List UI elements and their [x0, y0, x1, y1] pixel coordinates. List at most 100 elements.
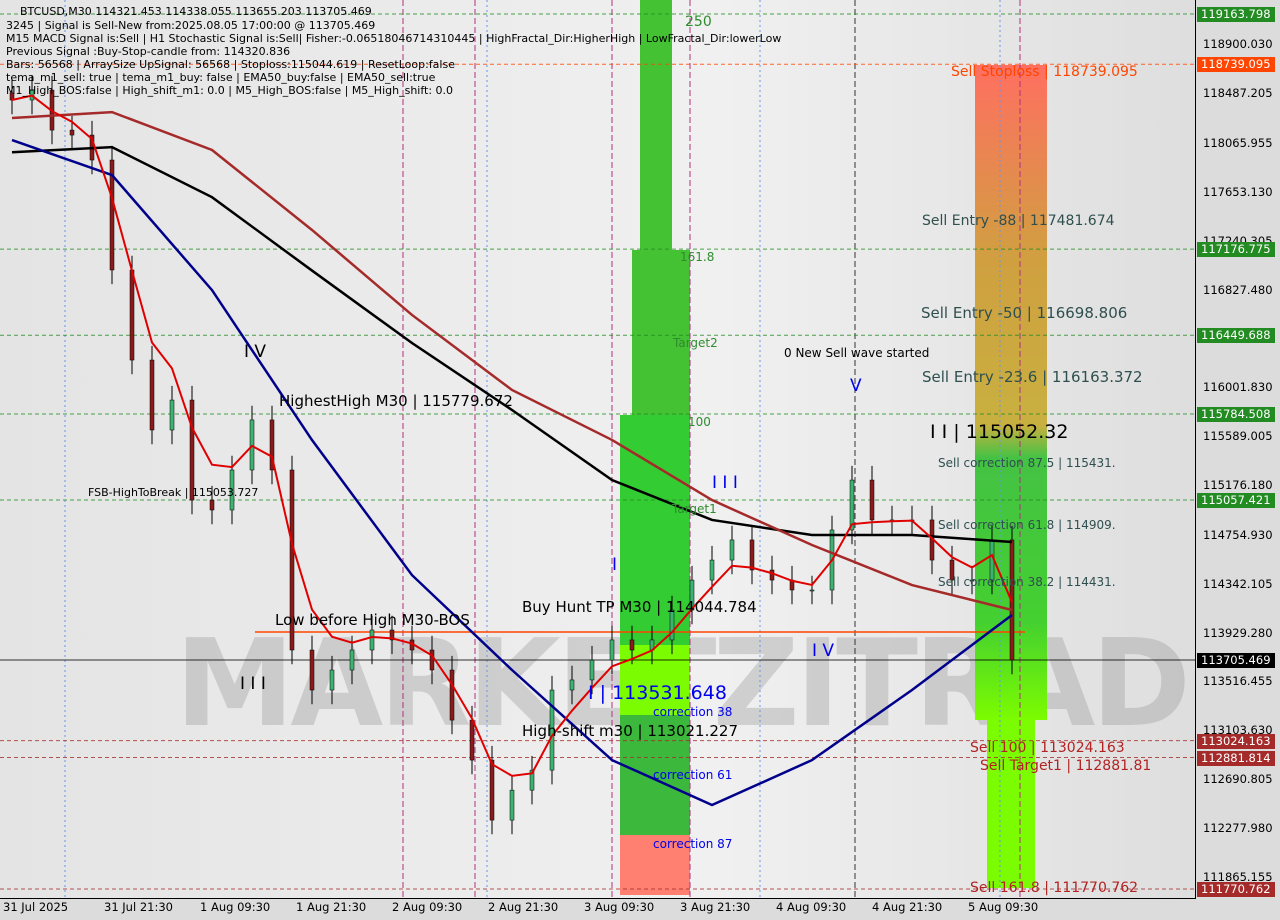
fib-250-label: 250: [685, 14, 712, 30]
candle-body: [589, 659, 595, 681]
candle-body: [849, 479, 855, 531]
high-shift-label: High-shift m30 | 113021.227: [522, 722, 738, 740]
candle-body: [189, 399, 195, 501]
price-tick: 117653.130: [1203, 184, 1273, 199]
price-tick: 115589.005: [1203, 429, 1273, 444]
price-tick: 111865.155: [1203, 869, 1273, 884]
candle-body: [709, 559, 715, 581]
buy-zone-lower: [620, 715, 690, 835]
correction-38-label: correction 38: [653, 705, 733, 719]
price-level-badge: 117176.775: [1197, 242, 1275, 258]
correction-87-label: correction 87: [653, 837, 733, 851]
candle-body: [129, 269, 135, 361]
info-line: M1_High_BOS:false | High_shift_m1: 0.0 |…: [6, 84, 454, 97]
candle-body: [429, 649, 435, 671]
moving-average-line: [11, 110, 1013, 612]
candle-body: [169, 399, 175, 431]
buy-zone-upper: [620, 415, 690, 645]
target-zone-161: [632, 250, 690, 415]
candle-body: [209, 499, 215, 511]
low-before-high-label: Low before High M30-BOS: [275, 611, 470, 629]
time-tick: 4 Aug 09:30: [776, 900, 847, 914]
fib-100-label: 100: [688, 415, 711, 429]
price-level-badge: 115057.421: [1197, 493, 1275, 508]
price-level-badge: 116449.688: [1197, 328, 1275, 344]
info-line: 3245 | Signal is Sell-New from:2025.08.0…: [6, 19, 376, 32]
wave-i-price-label: I | 113531.648: [588, 682, 727, 704]
price-level-badge: 115784.508: [1197, 406, 1275, 422]
fast-ema-line: [11, 94, 1013, 777]
candle-body: [469, 719, 475, 761]
candle-body: [669, 609, 675, 641]
price-tick: 116001.830: [1203, 380, 1273, 395]
chart-area[interactable]: MARKETZITRADE BTCUSD,M30 114321.453 1143…: [0, 0, 1196, 899]
sell-entry-23-label: Sell Entry -23.6 | 116163.372: [922, 368, 1143, 386]
sell-target1-label: Sell Target1 | 112881.81: [980, 758, 1152, 774]
time-tick: 2 Aug 09:30: [392, 900, 463, 914]
sell-161-label: Sell 161.8 | 111770.762: [970, 880, 1139, 896]
price-level-badge: 113024.163: [1197, 733, 1275, 749]
time-tick: 1 Aug 21:30: [296, 900, 367, 914]
candle-body: [109, 159, 115, 271]
target2-label: Target2: [673, 336, 718, 350]
price-tick: 116827.480: [1203, 282, 1273, 297]
sell-100-label: Sell 100 | 113024.163: [970, 740, 1125, 756]
sell-stoploss-label: Sell Stoploss | 118739.095: [951, 64, 1138, 80]
candle-body: [509, 789, 515, 821]
time-tick: 3 Aug 09:30: [584, 900, 655, 914]
price-tick: 113929.280: [1203, 625, 1273, 640]
candle-body: [609, 639, 615, 661]
fib-161-label: 161.8: [680, 250, 715, 264]
wave-i-label: I: [612, 555, 618, 575]
candle-body: [969, 579, 975, 582]
sell-entry-88-label: Sell Entry -88 | 117481.674: [922, 213, 1115, 229]
candle-body: [569, 679, 575, 691]
candle-body: [729, 539, 735, 561]
sell-entry-50-label: Sell Entry -50 | 116698.806: [921, 304, 1128, 322]
candle-body: [309, 649, 315, 691]
fsb-label: FSB-HighToBreak | 115053.727: [88, 486, 259, 499]
sell-correction-618-label: Sell correction 61.8 | 114909.: [938, 518, 1116, 532]
correction-61-label: correction 61: [653, 768, 733, 782]
price-level-badge: 111770.762: [1197, 882, 1275, 897]
price-tick: 115176.180: [1203, 477, 1273, 492]
target1-label: Target1: [672, 502, 717, 516]
price-level-badge: 118739.095: [1197, 57, 1275, 73]
candle-body: [229, 469, 235, 511]
buy-hunt-tp-label: Buy Hunt TP M30 | 114044.784: [522, 598, 757, 616]
symbol-line: BTCUSD,M30 114321.453 114338.055 113655.…: [20, 5, 372, 18]
price-tick: 114342.105: [1203, 576, 1273, 591]
wave-v-label: V: [850, 376, 862, 396]
candle-body: [629, 639, 635, 651]
price-level-badge: 113705.469: [1197, 653, 1275, 669]
wave-iii-label: I I I: [712, 473, 738, 493]
candle-body: [389, 629, 395, 641]
candle-body: [149, 359, 155, 431]
highest-high-label: HighestHigh M30 | 115779.672: [279, 392, 513, 410]
price-tick: 112690.805: [1203, 772, 1273, 787]
wave-iii-black-label: I I I: [240, 674, 266, 694]
wave-iv-black-label: I V: [244, 342, 267, 362]
candle-body: [749, 539, 755, 571]
candle-body: [289, 469, 295, 651]
buy-stop-zone: [620, 835, 690, 895]
time-tick: 31 Jul 2025: [3, 900, 69, 914]
info-line: Bars: 56568 | ArraySize UpSignal: 56568 …: [6, 58, 455, 71]
info-line: tema_m1_sell: true | tema_m1_buy: false …: [6, 71, 436, 84]
price-level-badge: 119163.798: [1197, 7, 1275, 22]
candle-body: [69, 129, 75, 136]
candle-body: [269, 419, 275, 471]
candle-body: [529, 769, 535, 791]
candle-body: [869, 479, 875, 521]
price-tick: 113516.455: [1203, 674, 1273, 689]
price-chart: [0, 0, 1195, 898]
time-tick: 2 Aug 21:30: [488, 900, 559, 914]
time-tick: 4 Aug 21:30: [872, 900, 943, 914]
candle-body: [489, 759, 495, 821]
wave-ii-label: I I | 115052.32: [930, 421, 1069, 443]
price-level-badge: 112881.814: [1197, 750, 1275, 766]
price-tick: 118065.955: [1203, 135, 1273, 150]
new-sell-wave-label: 0 New Sell wave started: [784, 346, 930, 360]
target-zone-250: [640, 0, 672, 250]
time-tick: 3 Aug 21:30: [680, 900, 751, 914]
